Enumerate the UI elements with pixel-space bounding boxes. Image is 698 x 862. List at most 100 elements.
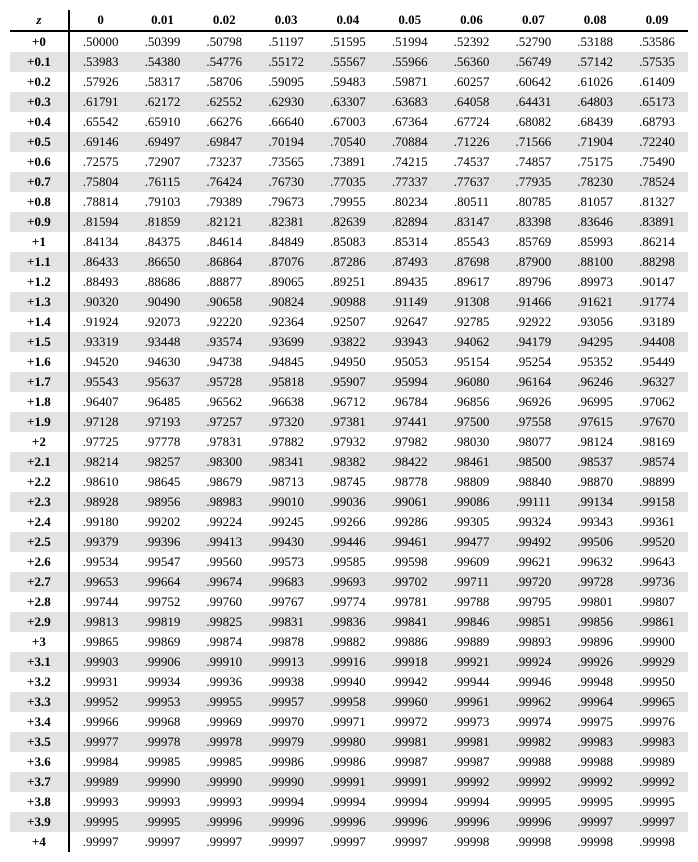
z-label: +1.9 [10, 412, 69, 432]
table-row: +1.3.90320.90490.90658.90824.90988.91149… [10, 292, 688, 312]
z-label: +0.7 [10, 172, 69, 192]
table-row: +2.5.99379.99396.99413.99430.99446.99461… [10, 532, 688, 552]
cell: .70194 [255, 132, 317, 152]
cell: .88686 [132, 272, 194, 292]
z-label: +0.2 [10, 72, 69, 92]
cell: .99913 [255, 652, 317, 672]
cell: .77637 [441, 172, 503, 192]
cell: .86214 [626, 232, 688, 252]
cell: .99995 [626, 792, 688, 812]
cell: .99962 [502, 692, 564, 712]
cell: .99846 [441, 612, 503, 632]
cell: .99997 [193, 832, 255, 852]
cell: .79103 [132, 192, 194, 212]
cell: .87493 [379, 252, 441, 272]
cell: .63307 [317, 92, 379, 112]
cell: .99950 [626, 672, 688, 692]
cell: .99934 [132, 672, 194, 692]
cell: .73565 [255, 152, 317, 172]
cell: .81327 [626, 192, 688, 212]
cell: .99861 [626, 612, 688, 632]
cell: .99996 [441, 812, 503, 832]
cell: .75804 [69, 172, 132, 192]
cell: .84134 [69, 232, 132, 252]
cell: .75490 [626, 152, 688, 172]
cell: .99878 [255, 632, 317, 652]
cell: .74857 [502, 152, 564, 172]
cell: .92507 [317, 312, 379, 332]
cell: .99547 [132, 552, 194, 572]
cell: .99960 [379, 692, 441, 712]
cell: .98956 [132, 492, 194, 512]
table-row: +2.2.98610.98645.98679.98713.98745.98778… [10, 472, 688, 492]
cell: .99653 [69, 572, 132, 592]
col-header-2: 0.02 [193, 10, 255, 31]
cell: .98645 [132, 472, 194, 492]
cell: .81057 [564, 192, 626, 212]
table-row: +2.1.98214.98257.98300.98341.98382.98422… [10, 452, 688, 472]
cell: .96164 [502, 372, 564, 392]
table-row: +2.4.99180.99202.99224.99245.99266.99286… [10, 512, 688, 532]
cell: .99996 [193, 812, 255, 832]
cell: .82381 [255, 212, 317, 232]
cell: .75175 [564, 152, 626, 172]
cell: .99286 [379, 512, 441, 532]
cell: .98500 [502, 452, 564, 472]
cell: .58317 [132, 72, 194, 92]
z-label: +3.2 [10, 672, 69, 692]
z-label: +3.7 [10, 772, 69, 792]
table-row: +2.97725.97778.97831.97882.97932.97982.9… [10, 432, 688, 452]
cell: .99813 [69, 612, 132, 632]
cell: .99430 [255, 532, 317, 552]
cell: .97441 [379, 412, 441, 432]
cell: .83398 [502, 212, 564, 232]
cell: .99996 [317, 812, 379, 832]
cell: .99910 [193, 652, 255, 672]
cell: .95907 [317, 372, 379, 392]
cell: .99893 [502, 632, 564, 652]
cell: .99993 [132, 792, 194, 812]
cell: .89973 [564, 272, 626, 292]
cell: .99921 [441, 652, 503, 672]
cell: .99585 [317, 552, 379, 572]
cell: .99674 [193, 572, 255, 592]
cell: .98840 [502, 472, 564, 492]
header-row: z 00.010.020.030.040.050.060.070.080.09 [10, 10, 688, 31]
cell: .96562 [193, 392, 255, 412]
cell: .99998 [564, 832, 626, 852]
cell: .99886 [379, 632, 441, 652]
z-label: +3.8 [10, 792, 69, 812]
table-row: +3.8.99993.99993.99993.99994.99994.99994… [10, 792, 688, 812]
cell: .99997 [317, 832, 379, 852]
cell: .98870 [564, 472, 626, 492]
cell: .97725 [69, 432, 132, 452]
cell: .95543 [69, 372, 132, 392]
cell: .99413 [193, 532, 255, 552]
cell: .50798 [193, 31, 255, 52]
cell: .74537 [441, 152, 503, 172]
cell: .99940 [317, 672, 379, 692]
cell: .92220 [193, 312, 255, 332]
cell: .99477 [441, 532, 503, 552]
cell: .98422 [379, 452, 441, 472]
cell: .99996 [379, 812, 441, 832]
cell: .99010 [255, 492, 317, 512]
cell: .98382 [317, 452, 379, 472]
cell: .99361 [626, 512, 688, 532]
cell: .99990 [193, 772, 255, 792]
table-row: +3.99865.99869.99874.99878.99882.99886.9… [10, 632, 688, 652]
cell: .54380 [132, 52, 194, 72]
cell: .99995 [502, 792, 564, 812]
cell: .99693 [317, 572, 379, 592]
cell: .99948 [564, 672, 626, 692]
cell: .95352 [564, 352, 626, 372]
cell: .71566 [502, 132, 564, 152]
cell: .67003 [317, 112, 379, 132]
table-row: +2.6.99534.99547.99560.99573.99585.99598… [10, 552, 688, 572]
cell: .99506 [564, 532, 626, 552]
table-row: +0.2.57926.58317.58706.59095.59483.59871… [10, 72, 688, 92]
cell: .97062 [626, 392, 688, 412]
cell: .99957 [255, 692, 317, 712]
cell: .99158 [626, 492, 688, 512]
cell: .99979 [255, 732, 317, 752]
